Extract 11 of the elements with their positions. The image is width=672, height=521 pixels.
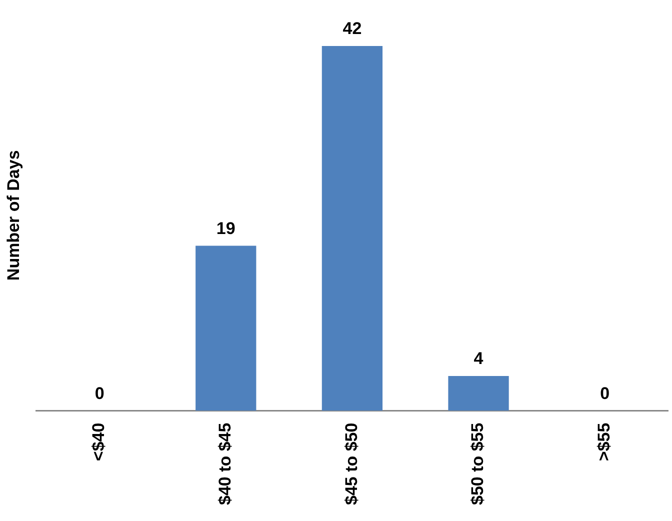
data-label: 0: [94, 384, 104, 403]
y-axis-title: Number of Days: [4, 150, 23, 281]
data-label: 42: [342, 19, 362, 38]
x-tick-label: >$55: [594, 422, 614, 462]
x-tick-label: $45 to $50: [342, 422, 361, 506]
x-tick-label: $50 to $55: [468, 422, 488, 506]
data-label: 19: [216, 218, 236, 238]
data-label: 4: [474, 349, 484, 368]
x-tick-label: <$40: [89, 422, 108, 462]
x-tick-label: $40 to $45: [216, 422, 235, 506]
data-label: 0: [600, 384, 610, 403]
